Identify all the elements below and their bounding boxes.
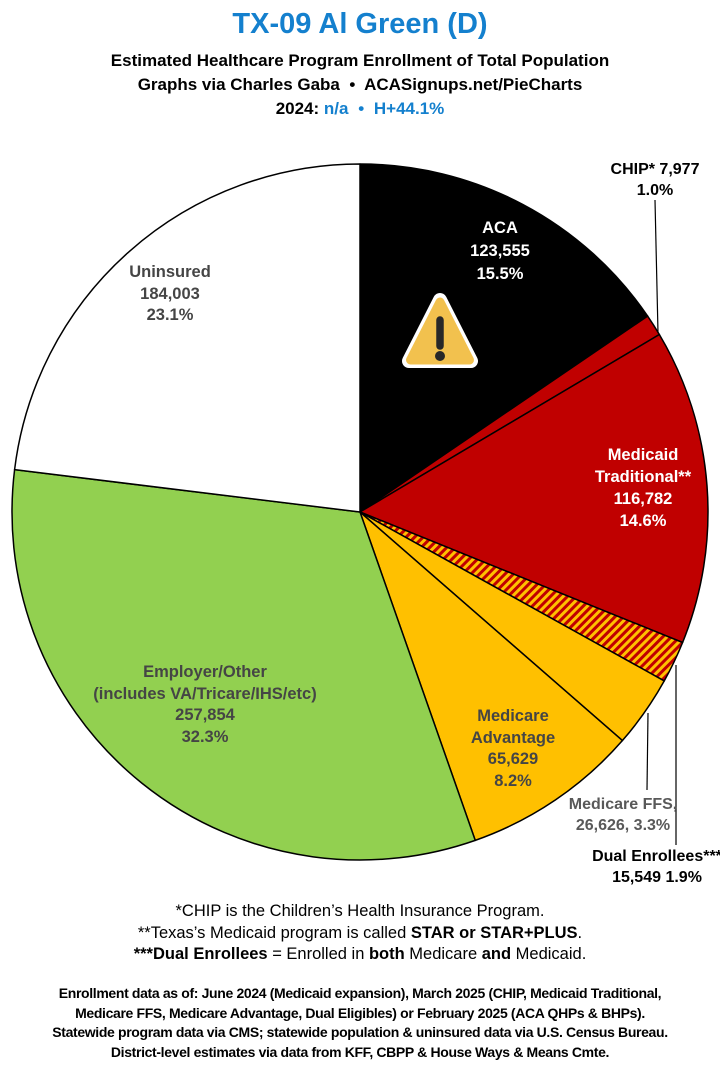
footnotes: *CHIP is the Children’s Health Insurance… — [0, 901, 720, 966]
slice-label-employer-other: Employer/Other (includes VA/Tricare/IHS/… — [93, 663, 317, 746]
chart-area: ACA 123,555 15.5% CHIP* 7,977 1.0% Medic… — [0, 152, 720, 892]
pie-slice-aca — [359, 163, 649, 513]
year-label: 2024: — [275, 99, 320, 118]
pie-slice-medicaid-traditional — [359, 333, 709, 644]
slice-label-chip: CHIP* 7,977 1.0% — [610, 161, 700, 199]
slice-label-aca: ACA 123,555 15.5% — [470, 219, 530, 283]
pie-slice-medicare-advantage — [359, 511, 624, 842]
source-line: Medicare FFS, Medicare Advantage, Dual E… — [75, 1004, 645, 1021]
slice-label-medicare-advantage: Medicare Advantage 65,629 8.2% — [470, 707, 556, 790]
leader-line-chip — [654, 199, 659, 334]
subtitle-enrollment: Estimated Healthcare Program Enrollment … — [110, 51, 610, 70]
source-line: District-level estimates via data from K… — [110, 1043, 610, 1060]
source-line: Enrollment data as of: June 2024 (Medica… — [58, 985, 662, 1001]
source-line: Statewide program data via CMS; statewid… — [52, 1024, 668, 1040]
slice-label-medicare-ffs: Medicare FFS, 26,626, 3.3% — [568, 796, 678, 834]
slice-label-medicaid-traditional: Medicaid Traditional** 116,782 14.6% — [594, 446, 692, 530]
slice-label-uninsured: Uninsured 184,003 23.1% — [129, 263, 211, 324]
bullet-separator-icon: • — [358, 99, 365, 118]
warning-triangle-icon — [402, 293, 478, 368]
subtitle-election: 2024: n/a • H+44.1% — [0, 99, 720, 119]
house-margin: H+44.1% — [373, 99, 445, 118]
year-value: n/a — [323, 99, 349, 118]
footnote-medicaid: **Texas’s Medicaid program is called STA… — [137, 923, 583, 942]
page-title: TX-09 Al Green (D) — [232, 8, 488, 40]
slice-label-dual-enrollees: Dual Enrollees*** 15,549 1.9% — [592, 848, 720, 886]
footnote-chip: *CHIP is the Children’s Health Insurance… — [175, 902, 545, 920]
subtitle-attribution: Graphs via Charles Gaba • ACASignups.net… — [137, 75, 583, 94]
pie-slice-employer-other — [11, 468, 476, 861]
pie-slices — [11, 163, 709, 861]
source-note: Enrollment data as of: June 2024 (Medica… — [0, 984, 720, 1062]
leader-line-medicare-ffs — [646, 712, 649, 791]
footnote-dual: ***Dual Enrollees = Enrolled in both Med… — [133, 945, 587, 963]
leader-lines — [646, 199, 677, 845]
pie-chart — [11, 163, 709, 861]
pie-slice-uninsured — [13, 163, 361, 513]
